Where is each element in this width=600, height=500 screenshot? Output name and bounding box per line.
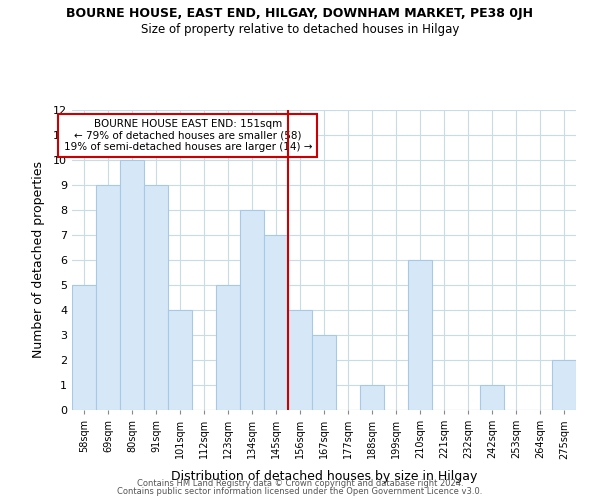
Bar (552, 360, 576, 410)
Bar (168, 310, 192, 410)
Bar (144, 185, 168, 410)
Bar (360, 385, 384, 410)
X-axis label: Distribution of detached houses by size in Hilgay: Distribution of detached houses by size … (171, 470, 477, 482)
Y-axis label: Number of detached properties: Number of detached properties (32, 162, 44, 358)
Bar (96, 185, 120, 410)
Bar (216, 285, 240, 410)
Bar (480, 385, 504, 410)
Bar (288, 310, 312, 410)
Bar (240, 210, 264, 410)
Text: Contains HM Land Registry data © Crown copyright and database right 2024.: Contains HM Land Registry data © Crown c… (137, 478, 463, 488)
Bar (408, 260, 432, 410)
Bar (120, 160, 144, 410)
Text: Contains public sector information licensed under the Open Government Licence v3: Contains public sector information licen… (118, 487, 482, 496)
Text: Size of property relative to detached houses in Hilgay: Size of property relative to detached ho… (141, 22, 459, 36)
Text: BOURNE HOUSE, EAST END, HILGAY, DOWNHAM MARKET, PE38 0JH: BOURNE HOUSE, EAST END, HILGAY, DOWNHAM … (67, 8, 533, 20)
Bar (312, 335, 336, 410)
Text: BOURNE HOUSE EAST END: 151sqm
← 79% of detached houses are smaller (58)
19% of s: BOURNE HOUSE EAST END: 151sqm ← 79% of d… (64, 119, 312, 152)
Bar (264, 235, 288, 410)
Bar (72, 285, 96, 410)
